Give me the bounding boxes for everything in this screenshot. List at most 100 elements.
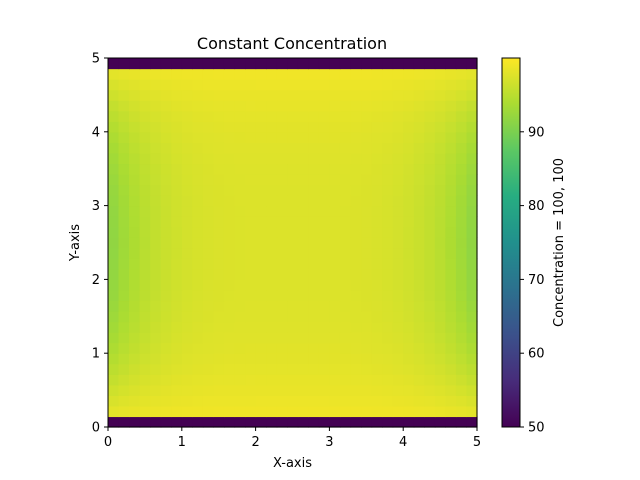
heatmap-cell bbox=[413, 195, 425, 207]
heatmap-cell bbox=[181, 121, 193, 133]
heatmap-cell bbox=[171, 205, 183, 217]
heatmap-cell bbox=[118, 321, 130, 333]
heatmap-cell bbox=[129, 416, 141, 428]
heatmap-cell bbox=[245, 237, 257, 249]
heatmap-cell bbox=[171, 121, 183, 133]
heatmap-cell bbox=[403, 142, 415, 154]
heatmap-cell bbox=[403, 416, 415, 428]
heatmap-cell bbox=[276, 142, 288, 154]
heatmap-cell bbox=[266, 247, 278, 259]
heatmap-cell bbox=[245, 289, 257, 302]
heatmap-cell bbox=[118, 216, 130, 228]
heatmap-cell bbox=[171, 173, 183, 186]
heatmap-cell bbox=[382, 332, 394, 344]
heatmap-cell bbox=[318, 110, 330, 122]
heatmap-cell bbox=[255, 58, 267, 70]
heatmap-cell bbox=[382, 363, 394, 375]
heatmap-cell bbox=[202, 152, 215, 165]
heatmap-cell bbox=[434, 131, 446, 143]
heatmap-cell bbox=[160, 395, 172, 407]
heatmap-cell bbox=[318, 311, 330, 323]
heatmap-cell bbox=[108, 268, 120, 280]
heatmap-cell bbox=[413, 268, 425, 280]
heatmap-cell bbox=[287, 405, 299, 418]
heatmap-cell bbox=[171, 58, 183, 70]
heatmap-cell bbox=[371, 131, 383, 143]
heatmap-cell bbox=[382, 311, 394, 323]
heatmap-cell bbox=[382, 205, 394, 217]
heatmap-cell bbox=[350, 142, 362, 154]
heatmap-cell bbox=[361, 142, 373, 154]
heatmap-cell bbox=[287, 311, 299, 323]
heatmap-cell bbox=[403, 152, 415, 165]
heatmap-cell bbox=[308, 384, 320, 396]
heatmap-cell bbox=[455, 205, 468, 217]
heatmap-cell bbox=[181, 268, 193, 280]
chart-title: Constant Concentration bbox=[197, 34, 387, 53]
heatmap-cell bbox=[308, 247, 320, 259]
heatmap-cell bbox=[339, 205, 352, 217]
heatmap-cell bbox=[108, 79, 120, 91]
heatmap-cell bbox=[108, 342, 120, 354]
heatmap-cell bbox=[329, 332, 341, 344]
heatmap-cell bbox=[466, 247, 478, 259]
heatmap-cell bbox=[371, 184, 383, 196]
plot-frame bbox=[107, 57, 478, 428]
heatmap-cell bbox=[129, 68, 141, 80]
heatmap-cell bbox=[392, 205, 404, 217]
heatmap-cell bbox=[297, 289, 309, 302]
heatmap-cell bbox=[297, 279, 309, 291]
heatmap-cell bbox=[171, 226, 183, 238]
heatmap-cell bbox=[424, 173, 436, 186]
heatmap-cell bbox=[234, 342, 246, 354]
heatmap-cell bbox=[150, 405, 162, 418]
heatmap-cell bbox=[202, 100, 215, 112]
heatmap-cell bbox=[434, 216, 446, 228]
heatmap-cell bbox=[382, 300, 394, 312]
heatmap-cell bbox=[350, 289, 362, 302]
heatmap-cell bbox=[308, 163, 320, 175]
heatmap-cell bbox=[392, 79, 404, 91]
heatmap-cell bbox=[202, 363, 215, 375]
heatmap-cell bbox=[118, 332, 130, 344]
heatmap-cell bbox=[424, 216, 436, 228]
heatmap-cell bbox=[192, 363, 204, 375]
heatmap-cell bbox=[245, 173, 257, 186]
heatmap-cell bbox=[181, 226, 193, 238]
heatmap-cell bbox=[192, 416, 204, 428]
heatmap-cell bbox=[434, 374, 446, 386]
heatmap-cell bbox=[318, 68, 330, 80]
heatmap-cell bbox=[202, 142, 215, 154]
heatmap-cell bbox=[118, 195, 130, 207]
heatmap-cell bbox=[118, 173, 130, 186]
heatmap-cell bbox=[118, 142, 130, 154]
heatmap-cell bbox=[424, 58, 436, 70]
heatmap-cell bbox=[276, 121, 288, 133]
heatmap-cell bbox=[245, 195, 257, 207]
heatmap-cell bbox=[202, 416, 215, 428]
heatmap-cell bbox=[118, 405, 130, 418]
heatmap-cell bbox=[318, 289, 330, 302]
heatmap-cell bbox=[350, 226, 362, 238]
heatmap-cell bbox=[245, 142, 257, 154]
heatmap-cell bbox=[181, 173, 193, 186]
heatmap-cell bbox=[245, 152, 257, 165]
heatmap-cell bbox=[434, 258, 446, 270]
heatmap-cell bbox=[350, 311, 362, 323]
heatmap-cell bbox=[129, 89, 141, 101]
heatmap-cell bbox=[308, 289, 320, 302]
heatmap-cell bbox=[382, 342, 394, 354]
heatmap-cell bbox=[192, 163, 204, 175]
heatmap-cell bbox=[361, 363, 373, 375]
heatmap-cell bbox=[255, 353, 267, 365]
heatmap-cell bbox=[181, 205, 193, 217]
heatmap-cell bbox=[297, 216, 309, 228]
heatmap-cell bbox=[339, 353, 352, 365]
heatmap-cell bbox=[424, 68, 436, 80]
heatmap-cell bbox=[181, 258, 193, 270]
heatmap-cell bbox=[308, 332, 320, 344]
heatmap-cell bbox=[413, 416, 425, 428]
heatmap-cell bbox=[382, 237, 394, 249]
heatmap-cell bbox=[382, 110, 394, 122]
heatmap-cell bbox=[287, 374, 299, 386]
